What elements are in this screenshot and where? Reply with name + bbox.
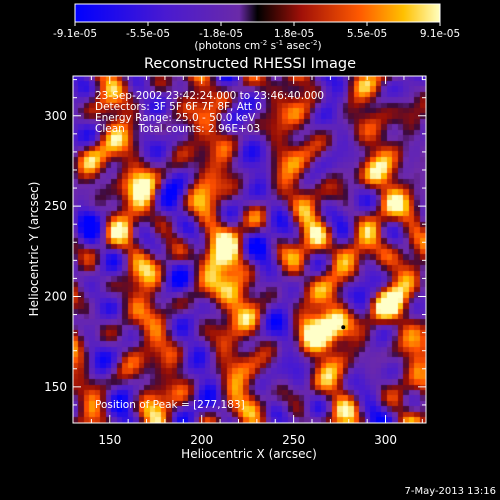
y-tick-label: 150 (44, 380, 67, 394)
colorbar-tick-label: 9.1e-05 (420, 28, 460, 40)
colorbar-unit-label: (photons cm-2 s-1 asec-2) (194, 39, 321, 52)
y-tick-label: 300 (44, 109, 67, 123)
timestamp: 7-May-2013 13:16 (404, 486, 496, 497)
annotation-time-range: 23-Sep-2002 23:42:24.000 to 23:46:40.000 (95, 90, 324, 102)
x-tick-label: 300 (374, 433, 397, 447)
axis-tick-labels: 150 200 250 300 150 200 250 300 (44, 109, 397, 447)
chart-title: Reconstructed RHESSI Image (144, 56, 356, 72)
colorbar-tick-label: 5.5e-05 (347, 28, 387, 40)
y-tick-label: 200 (44, 289, 67, 303)
y-tick-label: 250 (44, 199, 67, 213)
colorbar-tick-label: -9.1e-05 (53, 28, 97, 40)
colorbar-tick-label: 1.8e-05 (274, 28, 314, 40)
annotation-detectors: Detectors: 3F 5F 6F 7F 8F, Att 0 (95, 101, 262, 113)
colorbar (74, 3, 441, 23)
colorbar-tick-label: -1.8e-05 (199, 28, 243, 40)
heatmap-image (73, 76, 426, 423)
x-tick-label: 250 (282, 433, 305, 447)
x-tick-label: 200 (190, 433, 213, 447)
x-axis-label: Heliocentric X (arcsec) (181, 447, 317, 461)
annotation-peak-position: Position of Peak = [277,183] (95, 399, 245, 411)
colorbar-tick-label: -5.5e-05 (126, 28, 170, 40)
plot-frame (72, 75, 427, 424)
annotation-clean: Clean Total counts: 2.96E+03 (95, 123, 260, 135)
x-tick-label: 150 (98, 433, 121, 447)
colorbar-tick-labels: -9.1e-05 -5.5e-05 -1.8e-05 1.8e-05 5.5e-05 9.… (53, 28, 460, 40)
y-axis-label: Heliocentric Y (arcsec) (27, 182, 41, 317)
peak-marker (341, 325, 346, 330)
annotation-energy: Energy Range: 25.0 - 50.0 keV (95, 112, 256, 124)
axis-ticks (72, 76, 426, 424)
colorbar-ticks (74, 22, 441, 26)
